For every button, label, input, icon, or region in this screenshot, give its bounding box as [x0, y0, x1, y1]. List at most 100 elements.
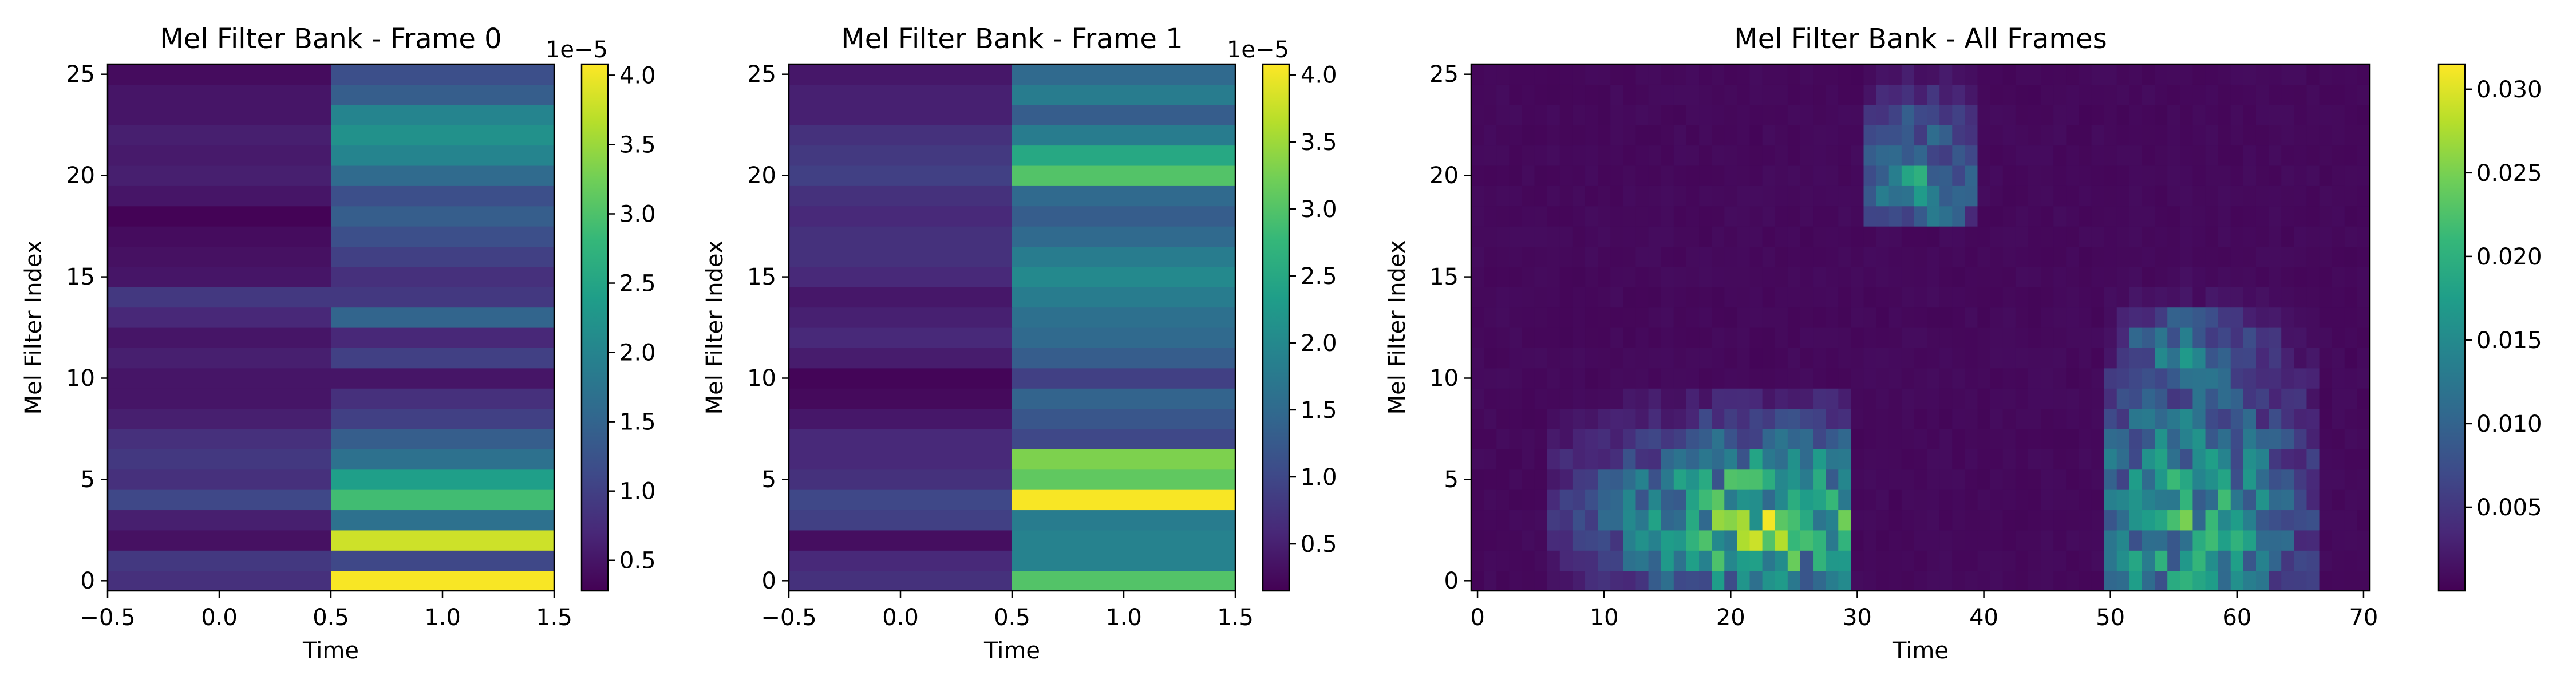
heatmap-cell: [2053, 246, 2067, 267]
heatmap-cell: [2167, 287, 2180, 308]
heatmap-cell: [1787, 145, 1801, 166]
heatmap-cell: [2255, 185, 2269, 207]
heatmap-cell: [1749, 368, 1763, 389]
heatmap-cell: [2192, 287, 2206, 308]
heatmap-cell: [1712, 388, 1725, 409]
heatmap-cell: [1977, 510, 1991, 531]
heatmap-cell: [1484, 510, 1497, 531]
heatmap-cell: [2243, 408, 2257, 429]
heatmap-cell: [1749, 550, 1763, 571]
heatmap-cell: [1800, 185, 1814, 207]
heatmap-cell: [1673, 510, 1687, 531]
heatmap-cell: [2269, 428, 2282, 449]
heatmap-cell: [1813, 530, 1826, 551]
heatmap-cell: [1737, 104, 1751, 125]
heatmap-cell: [1673, 125, 1687, 146]
heatmap-cell: [1496, 368, 1510, 389]
y-tick-label: 25: [1429, 61, 1459, 88]
heatmap-cell: [1851, 510, 1864, 531]
heatmap-cell: [2041, 185, 2054, 207]
heatmap-cell: [1826, 510, 1839, 531]
heatmap-cell: [1598, 84, 1611, 105]
heatmap-cell: [2129, 266, 2143, 287]
heatmap-cell: [1901, 64, 1915, 85]
heatmap-cell: [1939, 388, 1953, 409]
heatmap-cell: [2357, 125, 2370, 146]
heatmap-cell: [2167, 348, 2180, 369]
heatmap-cell: [1471, 206, 1484, 227]
heatmap-cell: [1888, 145, 1902, 166]
heatmap-cell: [1775, 368, 1788, 389]
heatmap-cell: [1572, 348, 1586, 369]
heatmap-cell: [108, 64, 331, 85]
heatmap-cell: [1787, 570, 1801, 591]
heatmap-cell: [1901, 388, 1915, 409]
heatmap-cell: [1800, 287, 1814, 308]
heatmap-cell: [2053, 165, 2067, 186]
heatmap-cell: [1914, 368, 1927, 389]
heatmap-cell: [1990, 185, 2004, 207]
heatmap-cell: [2116, 307, 2130, 328]
heatmap-cell: [1534, 64, 1548, 85]
heatmap-cell: [2332, 348, 2345, 369]
heatmap-cell: [789, 428, 1013, 449]
colorbar: 0.51.01.52.02.53.03.54.0 1e−5: [546, 37, 656, 592]
heatmap-cell: [1990, 550, 2004, 571]
heatmap-cell: [1787, 348, 1801, 369]
heatmap-cell: [1522, 64, 1535, 85]
heatmap-cell: [2091, 125, 2105, 146]
heatmap-cell: [2218, 550, 2231, 571]
colorbar-gradient: [2437, 63, 2466, 592]
heatmap-cell: [2218, 530, 2231, 551]
heatmap-cell: [2319, 84, 2333, 105]
heatmap-cell: [2192, 104, 2206, 125]
heatmap-cell: [1939, 348, 1953, 369]
heatmap-cell: [1012, 449, 1236, 470]
heatmap-cell: [2269, 348, 2282, 369]
heatmap-cell: [1775, 530, 1788, 551]
heatmap-cell: [2104, 307, 2117, 328]
heatmap-cell: [1623, 206, 1637, 227]
heatmap-cell: [1012, 428, 1236, 449]
heatmap-cell: [2155, 368, 2168, 389]
heatmap-cell: [2104, 327, 2117, 348]
heatmap-cell: [1724, 388, 1737, 409]
heatmap-cell: [1876, 348, 1890, 369]
heatmap-cell: [1724, 185, 1737, 207]
heatmap-cell: [2306, 510, 2320, 531]
heatmap-cell: [1673, 145, 1687, 166]
heatmap-cell: [2332, 489, 2345, 511]
heatmap-cell: [1623, 570, 1637, 591]
heatmap-cell: [1838, 287, 1851, 308]
heatmap-cell: [1990, 428, 2004, 449]
heatmap-cell: [1876, 266, 1890, 287]
heatmap-cell: [1522, 388, 1535, 409]
heatmap-cell: [1547, 570, 1560, 591]
y-axis-label: Mel Filter Index: [702, 240, 728, 415]
heatmap-cell: [1863, 550, 1877, 571]
heatmap-cell: [1965, 388, 1978, 409]
heatmap-cell: [108, 165, 331, 186]
heatmap-cell: [1661, 104, 1674, 125]
heatmap-cell: [2192, 185, 2206, 207]
heatmap-cell: [1737, 428, 1751, 449]
heatmap-cell: [2306, 388, 2320, 409]
heatmap-cell: [2041, 368, 2054, 389]
heatmap-cell: [1990, 145, 2004, 166]
heatmap-cell: [1952, 287, 1965, 308]
heatmap-cell: [1813, 84, 1826, 105]
heatmap-cell: [1712, 327, 1725, 348]
y-tick-label: 25: [66, 61, 95, 88]
heatmap-cell: [1598, 246, 1611, 267]
heatmap-cell: [2015, 104, 2029, 125]
heatmap-cell: [2306, 287, 2320, 308]
heatmap-cell: [1813, 226, 1826, 247]
heatmap-cell: [1012, 185, 1236, 207]
heatmap-cell: [2041, 408, 2054, 429]
heatmap-cell: [1635, 64, 1649, 85]
heatmap-cell: [2281, 550, 2294, 571]
heatmap-cell: [1965, 246, 1978, 267]
heatmap-cell: [1901, 84, 1915, 105]
heatmap-cell: [2269, 327, 2282, 348]
heatmap-cell: [1547, 469, 1560, 490]
